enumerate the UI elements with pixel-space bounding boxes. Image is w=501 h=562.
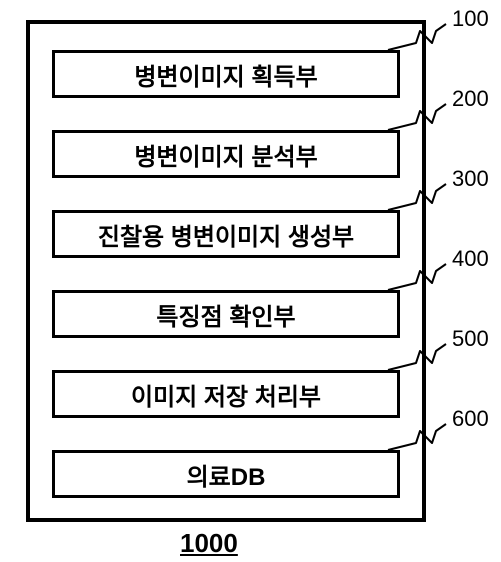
block-label: 이미지 저장 처리부	[131, 377, 321, 412]
block-b6: 의료DB	[52, 450, 400, 498]
ref-label-500: 500	[452, 326, 489, 352]
block-label: 의료DB	[187, 457, 266, 492]
ref-label-400: 400	[452, 246, 489, 272]
block-b4: 특징점 확인부	[52, 290, 400, 338]
ref-label-300: 300	[452, 166, 489, 192]
ref-label-200: 200	[452, 86, 489, 112]
block-b2: 병변이미지 분석부	[52, 130, 400, 178]
bottom-label: 1000	[180, 528, 238, 559]
ref-label-600: 600	[452, 406, 489, 432]
block-label: 특징점 확인부	[156, 297, 295, 332]
block-label: 병변이미지 분석부	[134, 137, 317, 172]
block-label: 병변이미지 획득부	[134, 57, 317, 92]
block-b5: 이미지 저장 처리부	[52, 370, 400, 418]
block-b3: 진찰용 병변이미지 생성부	[52, 210, 400, 258]
block-label: 진찰용 병변이미지 생성부	[98, 217, 354, 252]
diagram-canvas: 병변이미지 획득부병변이미지 분석부진찰용 병변이미지 생성부특징점 확인부이미…	[0, 0, 501, 562]
block-b1: 병변이미지 획득부	[52, 50, 400, 98]
ref-label-100: 100	[452, 6, 489, 32]
